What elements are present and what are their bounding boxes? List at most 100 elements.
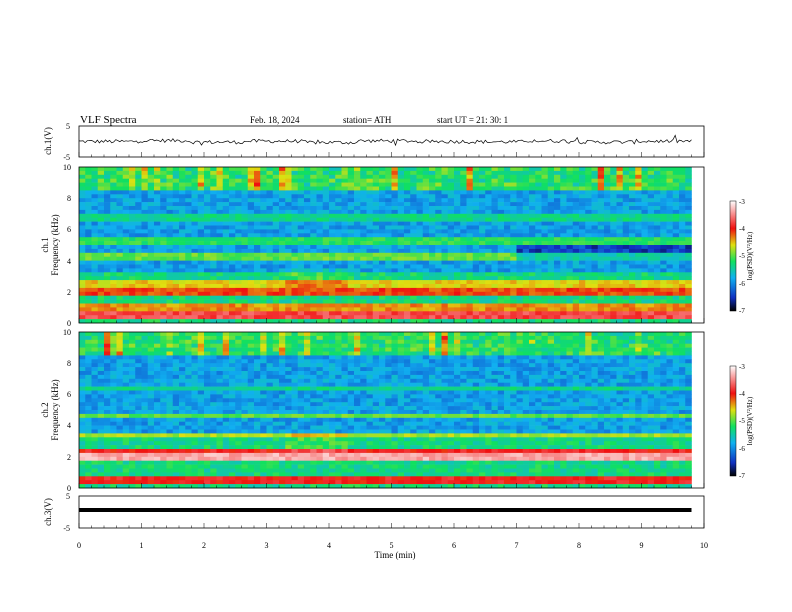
spectrogram-cell <box>254 167 261 172</box>
spectrogram-cell <box>522 202 530 207</box>
spectrogram-cell <box>147 355 155 360</box>
spectrogram-cell <box>560 182 567 187</box>
spectrogram-cell <box>522 268 530 273</box>
spectrogram-cell <box>85 213 92 218</box>
spectrogram-cell <box>179 359 186 364</box>
spectrogram-cell <box>322 276 330 281</box>
spectrogram-cell <box>316 280 324 285</box>
spectrogram-cell <box>85 390 92 395</box>
spectrogram-cell <box>79 347 86 352</box>
spectrogram-cell <box>129 178 136 183</box>
spectrogram-cell <box>241 272 249 277</box>
spectrogram-cell <box>504 268 511 273</box>
spectrogram-cell <box>435 291 442 296</box>
spectrogram-cell <box>329 237 336 242</box>
spectrogram-cell <box>79 194 86 199</box>
spectrogram-cell <box>191 248 199 254</box>
spectrogram-cell <box>191 460 199 465</box>
spectrogram-cell <box>604 237 611 242</box>
spectrogram-cell <box>554 307 561 312</box>
spectrogram-cell <box>547 284 555 289</box>
spectrogram-cell <box>104 311 111 316</box>
spectrogram-cell <box>485 190 492 195</box>
spectrogram-cell <box>129 351 136 356</box>
spectrogram-cell <box>229 202 236 207</box>
spectrogram-cell <box>316 276 324 281</box>
spectrogram-cell <box>391 315 399 320</box>
spectrogram-cell <box>291 276 299 281</box>
spectrogram-cell <box>547 206 555 211</box>
spectrogram-cell <box>191 206 199 211</box>
spectrogram-cell <box>479 194 486 199</box>
spectrogram-cell <box>660 260 667 265</box>
spectrogram-cell <box>504 182 511 187</box>
spectrogram-cell <box>635 311 642 316</box>
spectrogram-cell <box>160 359 167 364</box>
spectrogram-cell <box>491 202 499 207</box>
spectrogram-cell <box>485 245 492 250</box>
spectrogram-cell <box>672 280 680 285</box>
spectrogram-cell <box>85 295 92 300</box>
spectrogram-cell <box>516 303 524 308</box>
spectrogram-cell <box>154 315 161 320</box>
spectrogram-cell <box>379 217 386 222</box>
spectrogram-cell <box>604 272 611 277</box>
spectrogram-cell <box>491 315 499 320</box>
spectrogram-cell <box>122 398 130 403</box>
spectrogram-cell <box>122 347 130 352</box>
spectrogram-cell <box>497 170 505 176</box>
spectrogram-cell <box>310 213 317 218</box>
spectrogram-cell <box>85 198 92 203</box>
spectrogram-cell <box>591 256 599 261</box>
spectrogram-cell <box>479 213 486 218</box>
spectrogram-cell <box>666 217 674 222</box>
spectrogram-cell <box>397 248 405 254</box>
spectrogram-cell <box>360 260 367 265</box>
spectrogram-cell <box>454 307 461 312</box>
spectrogram-cell <box>172 221 180 226</box>
spectrogram-cell <box>160 464 167 469</box>
spectrogram-cell <box>191 367 199 372</box>
spectrogram-cell <box>397 170 405 176</box>
spectrogram-cell <box>154 198 161 203</box>
spectrogram-cell <box>529 221 536 226</box>
spectrogram-cell <box>622 213 630 218</box>
spectrogram-cell <box>622 170 630 176</box>
spectrogram-cell <box>185 406 192 411</box>
spectrogram-cell <box>172 460 180 465</box>
spectrogram-cell <box>647 233 655 238</box>
spectrogram-cell <box>179 382 186 387</box>
spectrogram-cell <box>397 280 405 285</box>
spectrogram-cell <box>235 382 242 387</box>
spectrogram-cell <box>204 264 211 269</box>
spectrogram-cell <box>372 280 380 285</box>
spectrogram-cell <box>241 260 249 265</box>
spectrogram-cell <box>116 311 124 316</box>
spectrogram-cell <box>372 284 380 289</box>
spectrogram-cell <box>616 280 624 285</box>
spectrogram-cell <box>585 245 592 250</box>
spectrogram-cell <box>216 260 224 265</box>
spectrogram-cell <box>504 248 511 254</box>
spectrogram-cell <box>222 367 230 372</box>
spectrogram-cell <box>322 170 330 176</box>
spectrogram-cell <box>91 315 99 320</box>
spectrogram-cell <box>85 221 92 226</box>
spectrogram-cell <box>110 480 117 485</box>
spectrogram-cell <box>222 374 230 380</box>
spectrogram-cell <box>604 319 611 324</box>
spectrogram-cell <box>241 248 249 254</box>
spectrogram-cell <box>591 170 599 176</box>
spectrogram-cell <box>241 182 249 187</box>
spectrogram-cell <box>210 256 217 261</box>
spectrogram-cell <box>372 229 380 234</box>
spectrogram-cell <box>604 245 611 250</box>
spectrogram-cell <box>366 194 374 199</box>
spectrogram-cell <box>516 252 524 257</box>
ch1-spectrogram-image <box>79 167 692 324</box>
spectrogram-cell <box>191 284 199 289</box>
spectrogram-cell <box>560 315 567 320</box>
spectrogram-cell <box>510 237 517 242</box>
spectrogram-cell <box>179 437 186 442</box>
spectrogram-cell <box>566 202 574 207</box>
